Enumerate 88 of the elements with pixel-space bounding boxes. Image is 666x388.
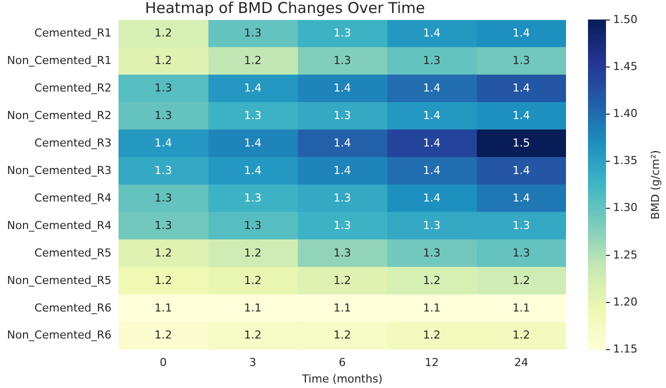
- data-label: 1.2: [244, 54, 262, 68]
- data-label: 1.3: [334, 108, 352, 122]
- data-label: 1.2: [154, 54, 172, 68]
- data-label: 1.3: [244, 218, 262, 232]
- data-label: 1.1: [244, 301, 262, 314]
- data-label: 1.3: [423, 218, 441, 232]
- data-label: 1.3: [334, 26, 352, 40]
- y-tick-label: Non_Cemented_R2: [6, 108, 112, 122]
- data-label: 1.4: [423, 164, 441, 177]
- y-tick-label: Non_Cemented_R3: [6, 164, 112, 177]
- data-label: 1.4: [154, 136, 172, 150]
- data-label: 1.3: [154, 191, 172, 204]
- data-label: 1.4: [244, 164, 262, 177]
- data-label: 1.4: [334, 164, 352, 177]
- data-label: 1.3: [334, 54, 352, 68]
- data-label: 1.4: [334, 136, 352, 150]
- y-tick-label: Cemented_R3: [34, 136, 112, 150]
- color-bar-label: 1.45: [613, 60, 638, 73]
- data-label: 1.4: [423, 191, 441, 204]
- data-label: 1.2: [244, 274, 262, 287]
- y-tick-label: Cemented_R1: [34, 26, 112, 40]
- data-label: 1.1: [154, 301, 172, 314]
- data-label: 1.3: [423, 246, 441, 260]
- x-axis-title: Time (months): [301, 372, 382, 386]
- data-label: 1.4: [423, 82, 441, 95]
- data-label: 1.3: [154, 164, 172, 177]
- data-label: 1.3: [154, 82, 172, 95]
- data-label: 1.2: [334, 328, 352, 342]
- chart-title: Heatmap of BMD Changes Over Time: [144, 0, 426, 17]
- data-label: 1.3: [512, 218, 530, 232]
- y-tick-label: Cemented_R2: [34, 82, 112, 95]
- data-label: 1.2: [512, 328, 530, 342]
- data-label: 1.2: [512, 274, 530, 287]
- data-label: 1.3: [512, 246, 530, 260]
- data-label: 1.2: [334, 274, 352, 287]
- data-label: 1.3: [512, 54, 530, 68]
- data-label: 1.2: [244, 246, 262, 260]
- data-label: 1.4: [334, 82, 352, 95]
- data-label: 1.5: [512, 136, 530, 150]
- x-tick-label: 3: [249, 356, 256, 370]
- data-label: 1.1: [512, 301, 530, 314]
- color-bar-title: BMD (g/cm²): [648, 150, 662, 220]
- data-label: 1.2: [423, 328, 441, 342]
- data-label: 1.3: [423, 54, 441, 68]
- data-label: 1.4: [512, 26, 530, 40]
- data-label: 1.4: [423, 108, 441, 122]
- data-label: 1.4: [423, 26, 441, 40]
- data-label: 1.1: [334, 301, 352, 314]
- data-label: 1.2: [423, 274, 441, 287]
- data-label: 1.4: [512, 164, 530, 177]
- data-label: 1.4: [244, 136, 262, 150]
- data-label: 1.2: [244, 328, 262, 342]
- color-bar-label: 1.40: [613, 107, 638, 120]
- color-bar-label: 1.15: [613, 342, 638, 356]
- y-tick-label: Cemented_R6: [34, 301, 112, 314]
- data-label: 1.4: [512, 191, 530, 204]
- data-label: 1.4: [512, 108, 530, 122]
- data-label: 1.3: [154, 218, 172, 232]
- data-label: 1.4: [244, 82, 262, 95]
- y-tick-label: Non_Cemented_R5: [6, 274, 112, 287]
- data-label: 1.3: [244, 191, 262, 204]
- data-label: 1.2: [154, 328, 172, 342]
- data-label: 1.3: [244, 26, 262, 40]
- data-label: 1.3: [334, 218, 352, 232]
- data-label: 1.1: [423, 301, 441, 314]
- x-tick-label: 12: [424, 356, 439, 370]
- color-bar-label: 1.30: [613, 201, 638, 214]
- color-bar-label: 1.50: [613, 12, 638, 26]
- x-tick-label: 0: [160, 356, 167, 370]
- data-label: 1.3: [244, 108, 262, 122]
- data-label: 1.3: [334, 191, 352, 204]
- data-label: 1.4: [512, 82, 530, 95]
- y-tick-label: Cemented_R5: [34, 246, 112, 260]
- y-tick-label: Non_Cemented_R1: [6, 54, 112, 68]
- x-tick-label: 6: [338, 356, 346, 370]
- data-label: 1.4: [423, 136, 441, 150]
- data-label: 1.2: [154, 26, 172, 40]
- color-bar-label: 1.35: [613, 154, 638, 168]
- color-bar-label: 1.20: [613, 295, 638, 308]
- data-label: 1.2: [154, 274, 172, 287]
- y-tick-label: Non_Cemented_R4: [6, 218, 112, 232]
- color-bar-label: 1.25: [613, 248, 638, 262]
- y-tick-label: Non_Cemented_R6: [6, 328, 112, 342]
- y-tick-label: Cemented_R4: [34, 191, 112, 204]
- x-tick-label: 24: [514, 356, 528, 370]
- data-label: 1.3: [334, 246, 352, 260]
- data-label: 1.3: [154, 108, 172, 122]
- data-label: 1.2: [154, 246, 172, 260]
